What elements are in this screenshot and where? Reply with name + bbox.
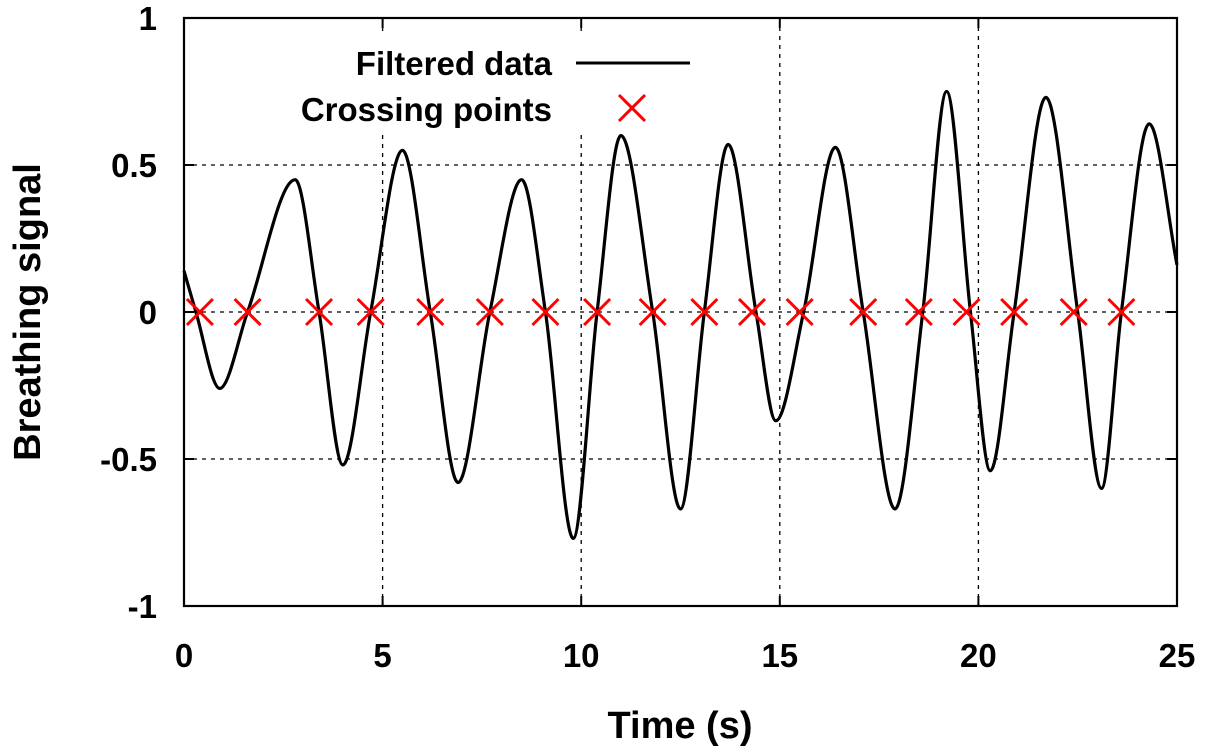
crossing-point-marker (1107, 297, 1136, 327)
crossing-point-marker (185, 297, 214, 327)
axis-ticks (183, 17, 1178, 607)
x-tick-label: 25 (1159, 637, 1196, 674)
crossing-point-marker (849, 297, 878, 327)
crossing-point-marker (583, 297, 612, 327)
series-layer (182, 89, 1179, 540)
crossing-point-marker (1000, 297, 1029, 327)
y-tick-label: 1 (139, 0, 157, 37)
crossing-point-marker (233, 297, 262, 327)
crossing-point-marker (416, 297, 445, 327)
x-tick-label: 20 (960, 637, 997, 674)
x-tick-label: 15 (761, 637, 798, 674)
crossing-point-marker (952, 297, 981, 327)
crossing-point-marker (638, 297, 667, 327)
x-tick-label: 0 (175, 637, 193, 674)
tick-labels: 0 5 10 15 20 25 -1 -0.5 0 0.5 1 (100, 0, 1195, 674)
legend: Filtered data Crossing points (292, 34, 698, 134)
x-tick-label: 5 (373, 637, 391, 674)
y-axis-title: Breathing signal (7, 163, 49, 461)
legend-background (292, 34, 698, 134)
crossing-point-marker (531, 297, 560, 327)
crossing-point-marker (690, 297, 719, 327)
crossing-point-marker (356, 297, 385, 327)
crossing-point-marker (904, 297, 933, 327)
y-tick-label: 0 (139, 294, 157, 331)
legend-label-filtered-data: Filtered data (356, 45, 553, 82)
x-axis-title: Time (s) (607, 705, 752, 747)
series-line-filtered-data (182, 89, 1179, 540)
y-tick-label: -0.5 (100, 441, 157, 478)
x-tick-label: 10 (563, 637, 600, 674)
crossing-point-marker (304, 297, 334, 327)
crossing-point-marker (737, 297, 767, 327)
y-tick-label: 0.5 (111, 147, 157, 184)
legend-swatch-crossing-points-x-icon (617, 93, 647, 123)
crossing-point-marker (785, 297, 814, 327)
y-tick-label: -1 (128, 588, 157, 625)
crossing-point-marker (1059, 297, 1088, 327)
crossing-point-marker (475, 297, 504, 327)
legend-label-crossing-points: Crossing points (301, 91, 552, 128)
